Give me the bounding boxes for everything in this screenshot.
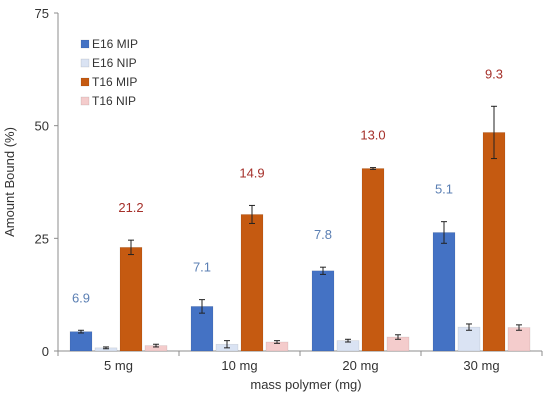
bar [482, 132, 506, 352]
annotation-label-t16: 13.0 [360, 128, 385, 143]
error-bars-layer [78, 105, 522, 350]
x-tick-label: 10 mg [221, 358, 257, 373]
legend: E16 MIP E16 NIP T16 MIP T16 NIP [80, 37, 138, 108]
annotation-label-t16: 9.3 [485, 66, 503, 81]
legend-swatch [80, 96, 90, 106]
legend-label: T16 MIP [92, 75, 137, 89]
annotation-label-e16: 6.9 [72, 290, 90, 305]
annotation-label-e16: 5.1 [435, 182, 453, 197]
annotation-label-e16: 7.8 [314, 227, 332, 242]
bar [507, 327, 531, 352]
annotation-label-t16: 21.2 [118, 200, 143, 215]
bars-layer [69, 132, 531, 352]
bar [361, 168, 385, 352]
y-axis-label: Amount Bound (%) [2, 127, 17, 237]
x-axis-label: mass polymer (mg) [250, 377, 361, 392]
legend-swatch [80, 77, 90, 87]
y-tick-label: 0 [42, 344, 49, 359]
x-tick-label: 30 mg [463, 358, 499, 373]
legend-label: E16 NIP [92, 56, 137, 70]
bar [69, 331, 93, 352]
annotation-label-e16: 7.1 [193, 260, 211, 275]
legend-label: E16 MIP [92, 37, 138, 51]
legend-swatch [80, 58, 90, 68]
axes: 0 25 50 75 5 mg 10 mg 20 mg 30 mg [35, 6, 543, 373]
annotations-layer: 6.9 21.2 7.1 14.9 7.8 13.0 5.1 9.3 [72, 66, 503, 305]
legend-label: T16 NIP [92, 94, 136, 108]
y-tick-label: 25 [35, 231, 49, 246]
y-tick-label: 75 [35, 6, 49, 21]
bar [432, 232, 456, 352]
bar [240, 214, 264, 352]
bar [311, 270, 335, 352]
x-tick-label: 5 mg [104, 358, 133, 373]
annotation-label-t16: 14.9 [239, 165, 264, 180]
y-tick-label: 50 [35, 119, 49, 134]
x-tick-label: 20 mg [342, 358, 378, 373]
bar [119, 247, 143, 352]
legend-swatch [80, 39, 90, 49]
